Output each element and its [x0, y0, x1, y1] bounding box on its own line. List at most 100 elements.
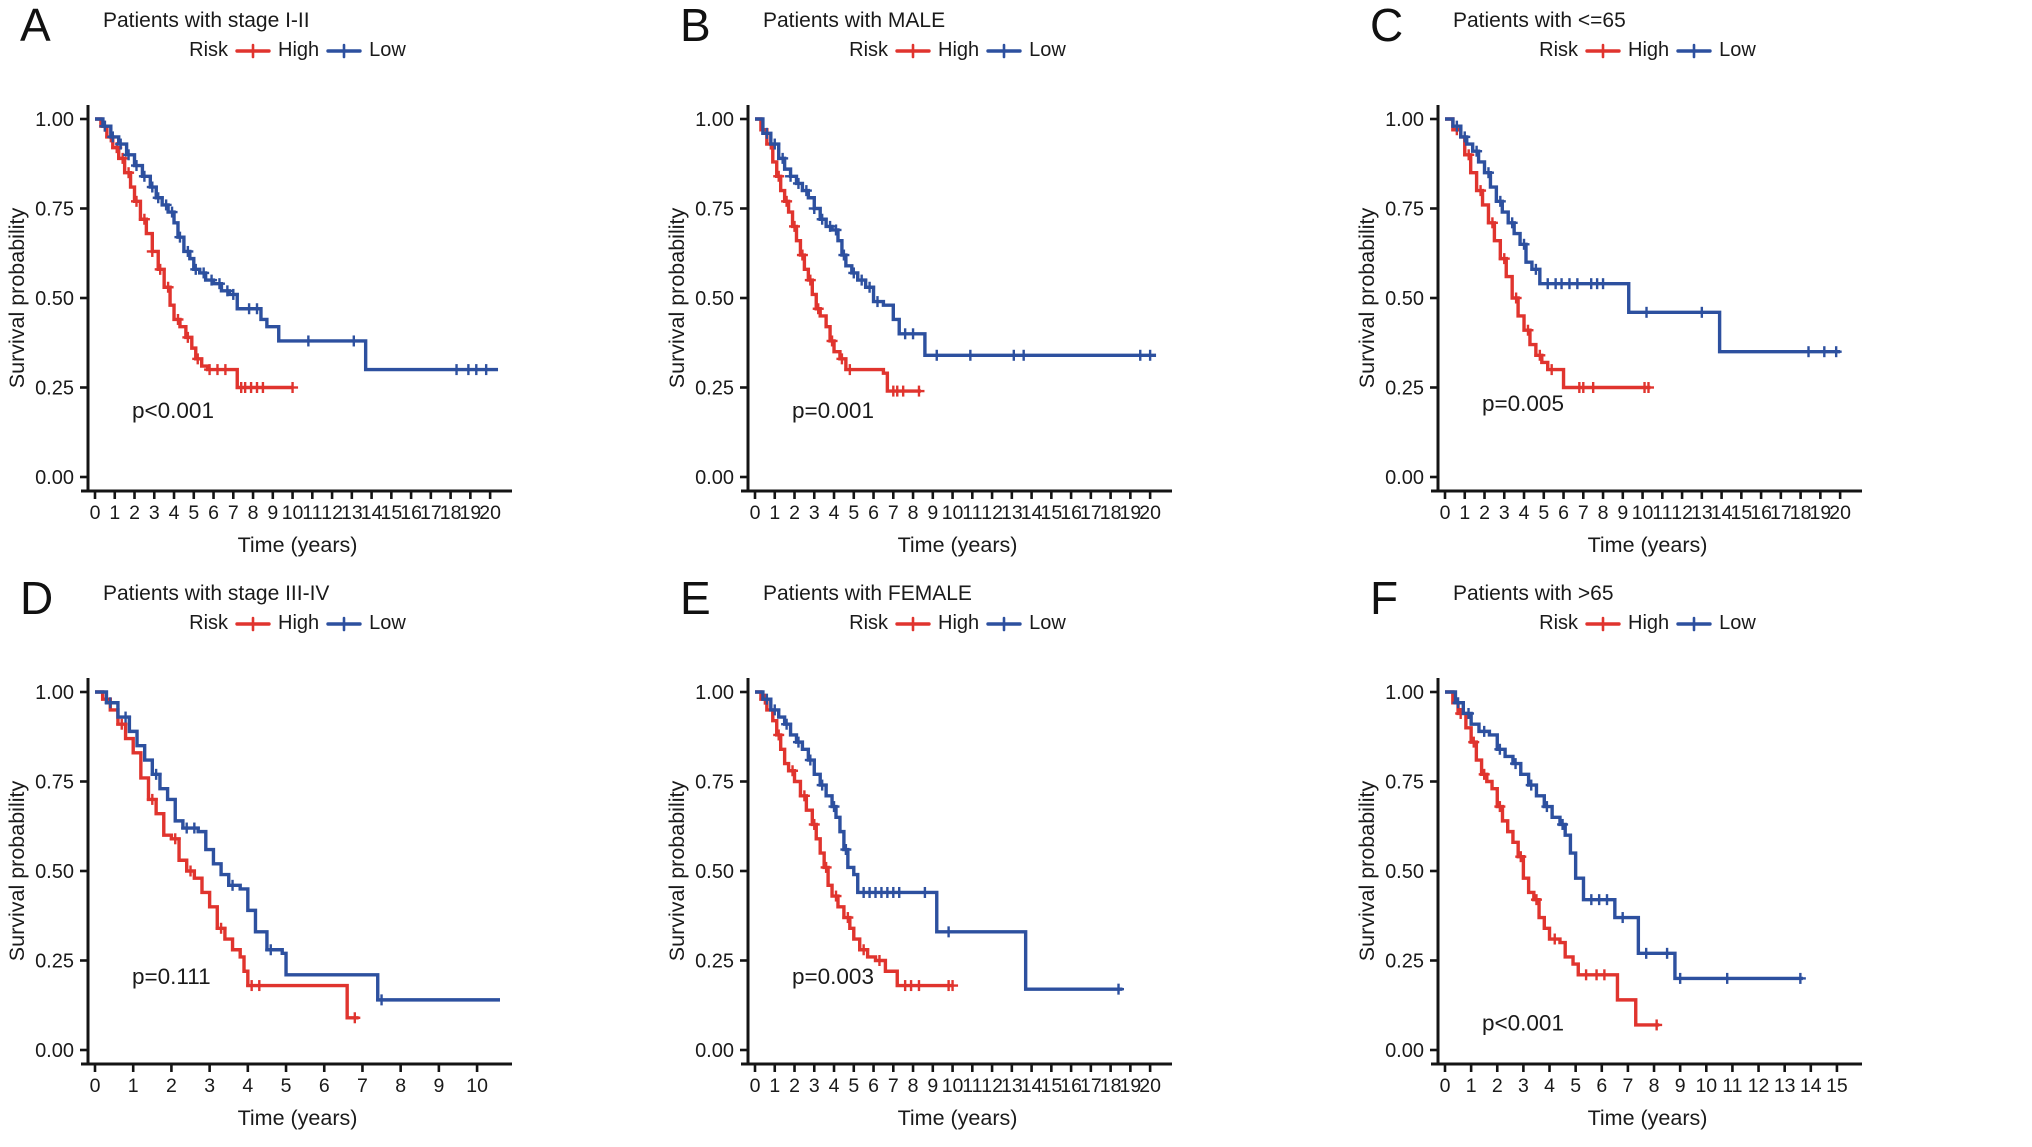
p-value-label: p=0.111: [132, 964, 211, 989]
y-axis-title: Survival probability: [5, 208, 29, 389]
risk-legend: Risk High Low: [1350, 39, 1945, 62]
x-tick-label: 13: [1001, 502, 1023, 524]
panel-title: Patients with >65: [1453, 582, 1614, 605]
x-tick-label: 18: [1100, 1075, 1122, 1097]
x-tick-label: 13: [1691, 502, 1713, 524]
x-tick-label: 1: [128, 1075, 139, 1097]
survival-curve-low: [1445, 690, 1803, 981]
risk-legend: Risk High Low: [660, 39, 1255, 62]
x-tick-label: 16: [1060, 1075, 1082, 1097]
x-tick-label: 7: [888, 502, 899, 524]
survival-curve-low: [755, 117, 1157, 357]
legend-high-marker-icon: [895, 43, 931, 58]
legend-low-label: Low: [369, 612, 406, 634]
y-tick-label: 0.25: [695, 951, 734, 973]
x-tick-label: 6: [868, 1075, 879, 1097]
x-tick-label: 6: [1596, 1075, 1607, 1097]
x-tick-label: 7: [1578, 502, 1589, 524]
x-tick-label: 17: [1080, 502, 1102, 524]
x-axis-title: Time (years): [898, 1106, 1018, 1130]
legend-low-marker-icon: [986, 616, 1022, 631]
x-tick-label: 20: [1139, 1075, 1161, 1097]
y-tick-label: 0.00: [35, 1040, 74, 1062]
x-tick-label: 0: [750, 502, 761, 524]
legend-high-marker-icon: [1585, 616, 1621, 631]
y-tick-label: 0.50: [695, 288, 734, 310]
x-tick-label: 5: [188, 502, 199, 524]
x-tick-label: 10: [282, 502, 304, 524]
x-tick-label: 17: [1080, 1075, 1102, 1097]
y-axis-title: Survival probability: [1355, 781, 1379, 962]
survival-curve-low: [1445, 117, 1841, 354]
x-axis-title: Time (years): [238, 1106, 358, 1130]
x-tick-label: 12: [981, 1075, 1003, 1097]
panel-c: C Patients with <=65 Risk High Low 0.00 0…: [1350, 0, 2032, 573]
x-tick-label: 4: [169, 502, 180, 524]
panel-letter: F: [1370, 572, 1399, 624]
y-tick-label: 0.75: [35, 772, 74, 794]
p-value-label: p=0.001: [792, 398, 874, 423]
y-tick-label: 1.00: [35, 682, 74, 704]
x-tick-label: 14: [1711, 502, 1733, 524]
x-tick-label: 12: [981, 502, 1003, 524]
x-tick-label: 12: [1671, 502, 1693, 524]
x-tick-label: 13: [341, 502, 363, 524]
x-tick-label: 10: [942, 502, 964, 524]
survival-curve-high: [95, 117, 293, 390]
legend-title: Risk: [1539, 612, 1579, 634]
x-tick-label: 17: [1770, 502, 1792, 524]
y-tick-label: 0.00: [35, 467, 74, 489]
x-tick-label: 18: [1790, 502, 1812, 524]
x-tick-label: 16: [1060, 502, 1082, 524]
legend-low-label: Low: [369, 39, 406, 61]
x-axis-title: Time (years): [898, 533, 1018, 557]
panel-a: A Patients with stage I-II Risk High Low…: [0, 0, 682, 573]
y-tick-label: 0.00: [1385, 1040, 1424, 1062]
legend-high-label: High: [278, 612, 320, 634]
x-tick-label: 11: [1722, 1075, 1742, 1097]
x-tick-label: 4: [242, 1075, 253, 1097]
x-tick-label: 3: [149, 502, 160, 524]
y-tick-label: 0.75: [695, 772, 734, 794]
x-tick-label: 15: [1826, 1075, 1848, 1097]
x-tick-label: 9: [927, 1075, 938, 1097]
legend-low-label: Low: [1719, 39, 1756, 61]
x-tick-label: 10: [1632, 502, 1654, 524]
x-tick-label: 11: [962, 502, 982, 524]
x-tick-label: 12: [1748, 1075, 1770, 1097]
y-tick-label: 0.25: [35, 378, 74, 400]
x-tick-label: 6: [1558, 502, 1569, 524]
x-tick-label: 5: [848, 502, 859, 524]
y-tick-label: 0.25: [695, 378, 734, 400]
x-tick-label: 1: [769, 502, 780, 524]
x-tick-label: 11: [302, 502, 322, 524]
legend-low-marker-icon: [1676, 616, 1712, 631]
x-tick-label: 5: [1538, 502, 1549, 524]
x-tick-label: 3: [809, 502, 820, 524]
legend-high-marker-icon: [235, 43, 271, 58]
y-tick-label: 0.50: [35, 861, 74, 883]
x-tick-label: 8: [908, 1075, 919, 1097]
panel-title: Patients with MALE: [763, 9, 946, 32]
x-tick-label: 19: [1810, 502, 1832, 524]
panel-title: Patients with <=65: [1453, 9, 1626, 32]
km-plot: 0.00 0.25 0.50 0.75 1.00 0 1 2 3 4 5 6 7 8 9 10 Time (ye…: [5, 678, 512, 1130]
y-tick-label: 0.50: [1385, 288, 1424, 310]
survival-curve-low: [95, 117, 499, 372]
x-tick-label: 18: [1100, 502, 1122, 524]
legend-high-marker-icon: [235, 616, 271, 631]
p-value-label: p<0.001: [1482, 1010, 1564, 1035]
p-value-label: p=0.005: [1482, 391, 1564, 416]
x-axis-title: Time (years): [1588, 533, 1708, 557]
risk-legend: Risk High Low: [0, 39, 595, 62]
x-tick-label: 0: [1440, 1075, 1451, 1097]
legend-title: Risk: [849, 612, 889, 634]
y-tick-label: 0.25: [1385, 951, 1424, 973]
x-tick-label: 20: [1829, 502, 1851, 524]
y-axis-title: Survival probability: [5, 781, 29, 962]
legend-low-marker-icon: [326, 43, 362, 58]
